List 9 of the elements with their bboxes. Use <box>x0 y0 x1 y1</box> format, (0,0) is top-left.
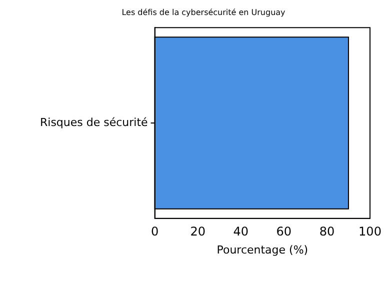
x-tick-label: 20 <box>190 224 206 239</box>
x-axis-title: Pourcentage (%) <box>216 243 308 256</box>
y-tick-label: Risques de sécurité <box>40 116 148 129</box>
x-tick-label: 0 <box>150 224 159 239</box>
chart-title: Les défis de la cybersécurité en Uruguay <box>122 8 286 17</box>
x-tick-label: 40 <box>233 224 249 239</box>
x-tick-label: 60 <box>276 224 292 239</box>
x-tick-label: 100 <box>358 224 382 239</box>
x-tick-label: 80 <box>319 224 335 239</box>
